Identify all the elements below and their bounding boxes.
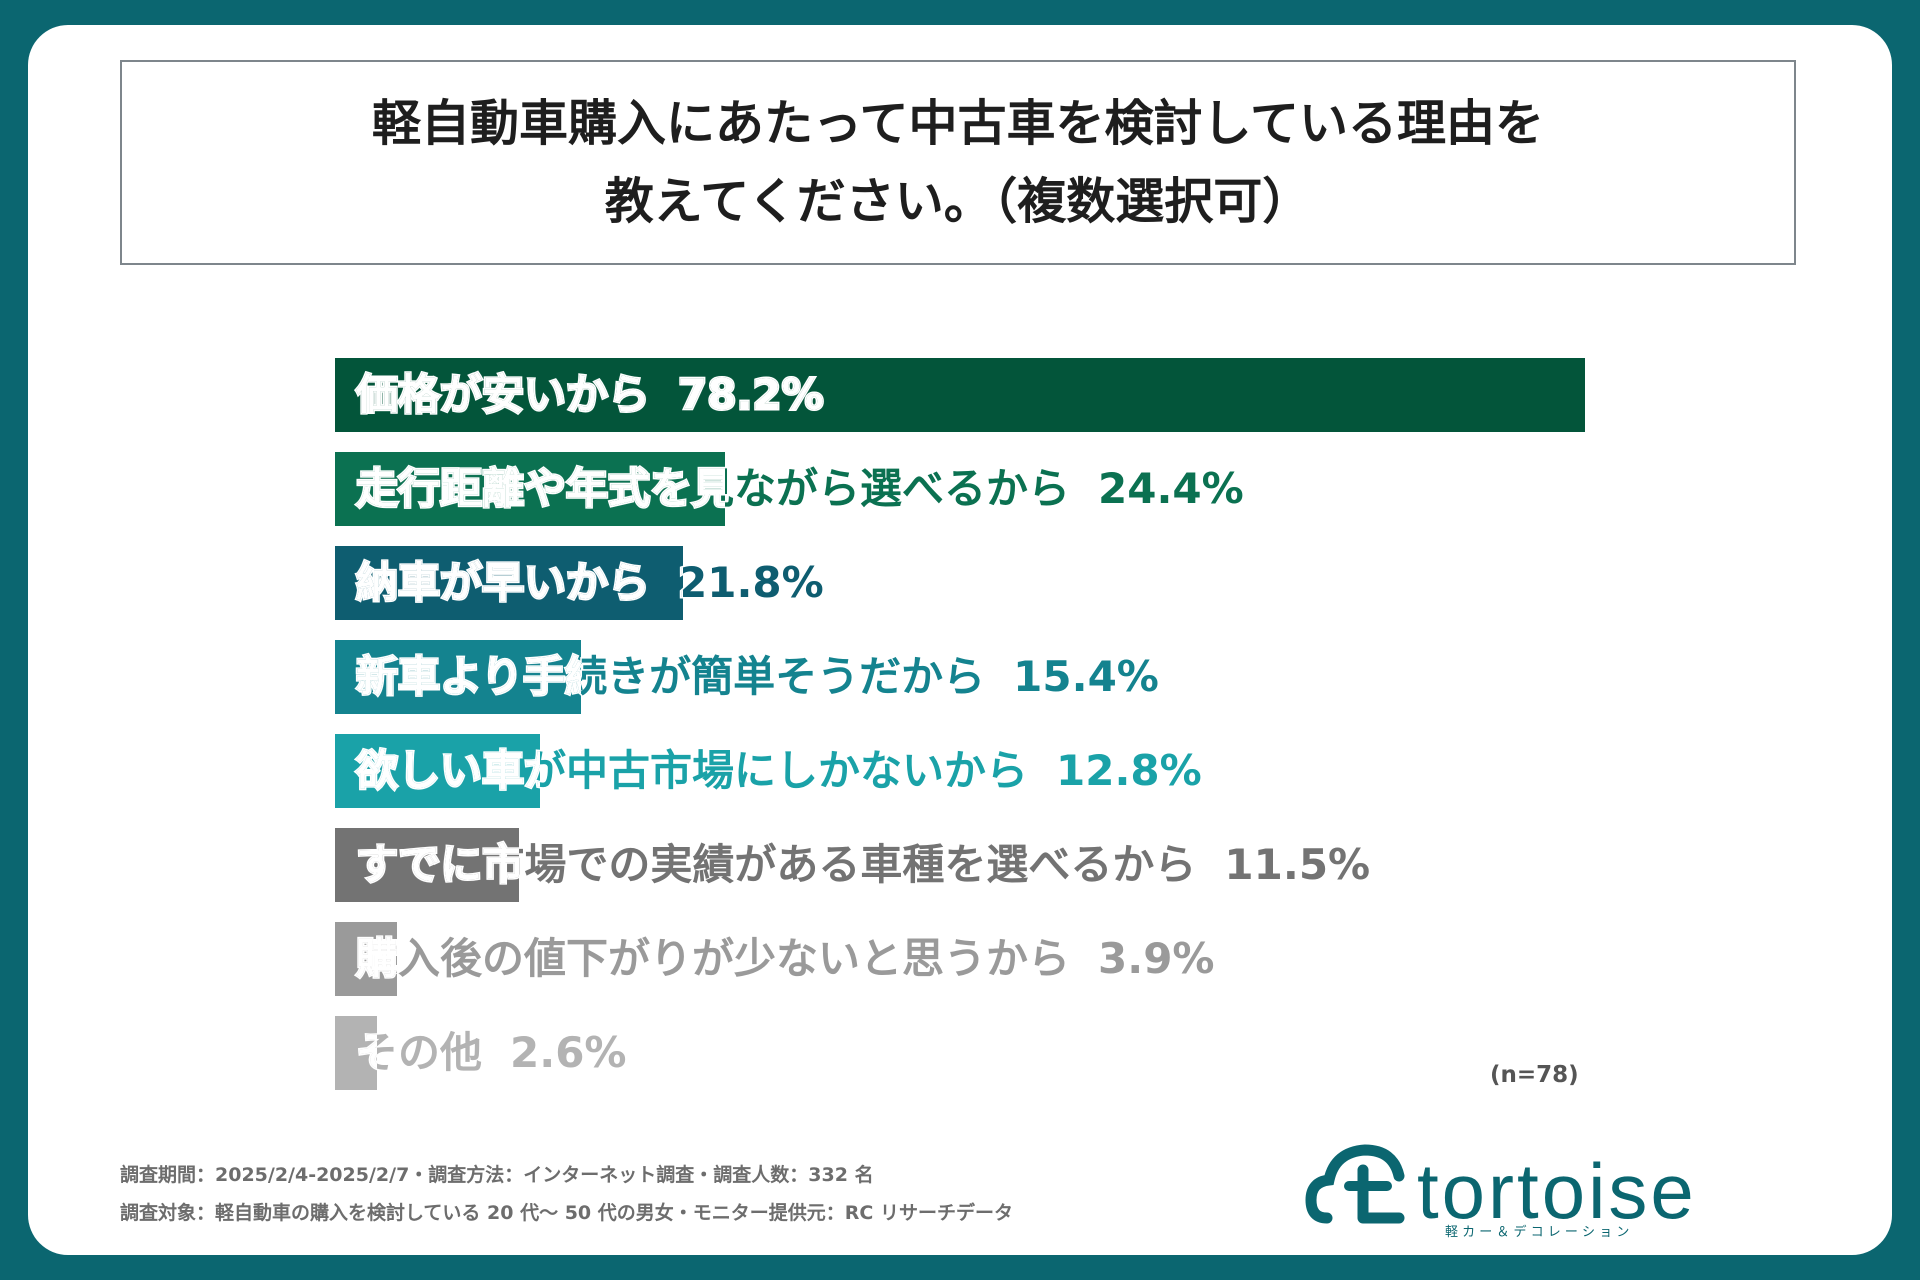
- bar-label-outside: 価格が安いから 78.2%: [354, 358, 826, 432]
- bar-category-label: 納車が早いから: [354, 557, 651, 609]
- bar: [335, 1016, 377, 1090]
- title-box: 軽自動車購入にあたって中古車を検討している理由を 教えてください。（複数選択可）: [120, 60, 1796, 265]
- survey-target-note: 調査対象：軽自動車の購入を検討している 20 代〜 50 代の男女・モニター提供…: [120, 1202, 1013, 1224]
- bar-label-outside: 購入後の値下がりが少ないと思うから 3.9%: [354, 922, 1216, 996]
- bar-value-label: 11.5%: [1223, 839, 1372, 891]
- tortoise-logo: tortoise 軽 カ ー ＆ デ コ レ ー シ ョ ン: [1305, 1144, 1697, 1240]
- bar-category-label: 新車より手続きが簡単そうだから: [354, 651, 986, 703]
- bar: [335, 640, 581, 714]
- bar-value-label: 21.8%: [677, 557, 826, 609]
- bar: [335, 734, 540, 808]
- bar-value-label: 24.4%: [1097, 463, 1246, 515]
- bar: [335, 358, 1585, 432]
- bar-label-outside: 納車が早いから 21.8%: [354, 546, 826, 620]
- bar-label-outside: 走行距離や年式を見ながら選べるから 24.4%: [354, 452, 1246, 526]
- logo-wordmark: tortoise: [1417, 1147, 1697, 1235]
- sample-size-note: (n=78): [1490, 1062, 1579, 1088]
- bar-label-outside: すでに市場での実績がある車種を選べるから 11.5%: [354, 828, 1372, 902]
- bar-category-label: 購入後の値下がりが少ないと思うから: [354, 933, 1071, 985]
- title-line-1: 軽自動車購入にあたって中古車を検討している理由を: [371, 94, 1545, 152]
- logo-subtitle: 軽 カ ー ＆ デ コ レ ー シ ョ ン: [1445, 1224, 1629, 1240]
- bar-value-label: 78.2%: [678, 370, 824, 419]
- bar-value-label: 3.9%: [1097, 933, 1216, 985]
- title-line-2: 教えてください。（複数選択可）: [604, 172, 1312, 230]
- bar-label-outside: 新車より手続きが簡単そうだから 15.4%: [354, 640, 1161, 714]
- bar-category-label: 欲しい車が中古市場にしかないから: [354, 745, 1029, 797]
- bar-category-label: 価格が安いから: [354, 369, 651, 421]
- bar: [335, 452, 725, 526]
- bar-category-label: すでに市場での実績がある車種を選べるから: [354, 839, 1197, 891]
- survey-period-note: 調査期間：2025/2/4-2025/2/7・調査方法：インターネット調査・調査…: [120, 1164, 874, 1186]
- bar-label-outside: 欲しい車が中古市場にしかないから 12.8%: [354, 734, 1204, 808]
- bar-label-inside: 価格が安いから 78.2%: [356, 358, 824, 432]
- bar: [335, 828, 519, 902]
- bar: [335, 922, 397, 996]
- bar-category-label: その他: [354, 1027, 483, 1079]
- bar-value-label: 15.4%: [1012, 651, 1161, 703]
- bar-value-label: 2.6%: [509, 1027, 628, 1079]
- bar-category-label: 走行距離や年式を見ながら選べるから: [354, 463, 1071, 515]
- bar-label-outside: その他 2.6%: [354, 1016, 628, 1090]
- bar-category-label: 納車が早いから: [356, 558, 651, 607]
- bar-value-label: 12.8%: [1055, 745, 1204, 797]
- bar-value-label: 78.2%: [677, 369, 826, 421]
- cloud-logo-icon: [1305, 1144, 1405, 1224]
- bar-category-label: 価格が安いから: [356, 370, 651, 419]
- bar: [335, 546, 683, 620]
